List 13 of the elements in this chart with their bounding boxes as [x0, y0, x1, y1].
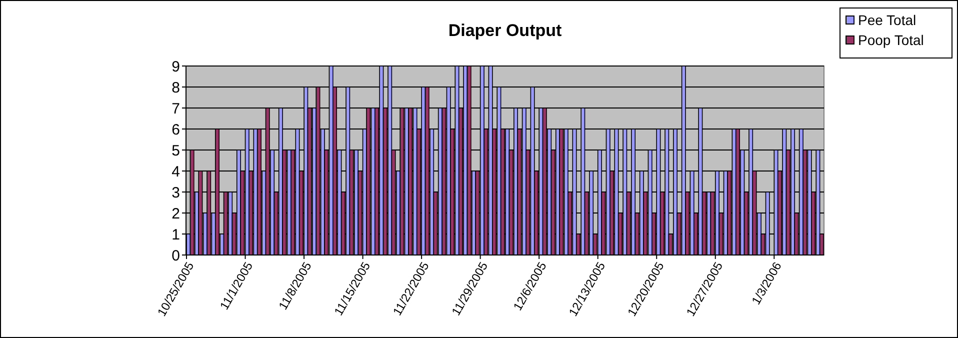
y-tick-label: 9	[172, 58, 180, 76]
y-tick-label: 7	[172, 100, 180, 118]
legend-label: Poop Total	[858, 32, 924, 48]
legend-label: Pee Total	[858, 12, 916, 28]
y-tick-label: 5	[172, 142, 180, 160]
y-tick-label: 8	[172, 79, 180, 96]
y-tick-label: 1	[172, 226, 180, 244]
chart-title: Diaper Output	[448, 21, 562, 40]
y-tick-label: 6	[172, 121, 180, 138]
y-tick-label: 3	[172, 184, 180, 202]
y-tick-label: 4	[172, 163, 180, 180]
y-tick-label: 2	[172, 205, 180, 222]
y-tick-label: 0	[172, 247, 180, 264]
